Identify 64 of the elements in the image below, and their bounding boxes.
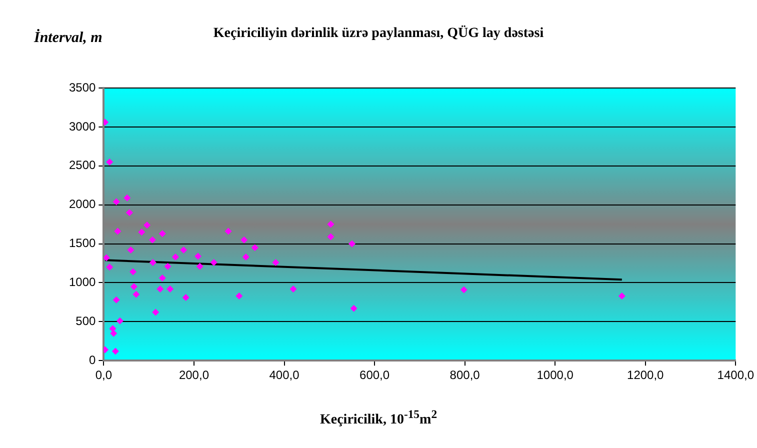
point: [350, 304, 358, 312]
x-tick-label: 0,0: [95, 368, 112, 382]
point: [164, 262, 172, 270]
y-tick-label: 1000: [68, 275, 96, 290]
point: [149, 258, 156, 266]
point: [130, 268, 137, 276]
point: [109, 325, 116, 332]
y-tick-label: 2500: [68, 158, 96, 172]
point: [348, 240, 356, 248]
point: [138, 228, 146, 236]
point: [132, 290, 140, 298]
point: [152, 308, 160, 316]
point: [148, 236, 156, 244]
point: [112, 348, 119, 355]
x-tick-label: 1200,0: [627, 368, 664, 382]
y-axis-title: İnterval, m: [34, 30, 102, 47]
point: [251, 244, 258, 252]
point: [618, 292, 626, 300]
point: [144, 222, 151, 229]
point: [112, 296, 120, 304]
point: [166, 285, 174, 292]
point: [196, 262, 204, 270]
point: [240, 236, 248, 244]
y-tick-label: 2000: [68, 197, 96, 212]
point: [158, 274, 166, 282]
point: [172, 254, 179, 261]
point: [106, 158, 114, 166]
point: [110, 330, 118, 337]
y-tick-label: 3000: [68, 119, 96, 134]
x-axis-title: Keçiricilik, 10$^{-15}$m$^{2}$: [318, 408, 438, 429]
point: [180, 246, 188, 254]
x-tick-label: 200,0: [178, 368, 210, 382]
point: [114, 228, 122, 235]
chart-title: Keçiriciliyin dərinlik üzrə paylanması, QÜG lay dəstəsi: [213, 26, 544, 41]
point: [290, 285, 297, 292]
point: [124, 194, 131, 202]
x-tick-label: 600,0: [360, 368, 390, 382]
point: [194, 252, 202, 260]
y-tick-label: 0: [89, 352, 96, 367]
point: [104, 254, 110, 262]
point: [224, 228, 232, 235]
point: [210, 258, 218, 266]
point: [112, 198, 120, 206]
y-tick-label: 1500: [68, 236, 96, 250]
point: [460, 286, 468, 294]
y-tick-label: 3500: [68, 80, 96, 94]
point: [272, 258, 280, 266]
x-tick-label: 800,0: [450, 368, 480, 382]
point: [242, 254, 250, 261]
y-tick-label: 500: [76, 314, 96, 328]
point: [156, 285, 164, 292]
point: [327, 220, 334, 228]
point: [106, 264, 114, 271]
x-tick-label: 1400,0: [717, 368, 754, 382]
point: [116, 317, 124, 324]
point: [182, 294, 190, 302]
point: [130, 283, 138, 290]
point: [126, 209, 133, 216]
point: [327, 233, 334, 240]
x-tick-label: 1000,0: [536, 368, 574, 382]
point: [127, 246, 134, 254]
point: [236, 292, 243, 300]
point: [158, 230, 166, 238]
x-tick-label: 400,0: [269, 368, 300, 382]
